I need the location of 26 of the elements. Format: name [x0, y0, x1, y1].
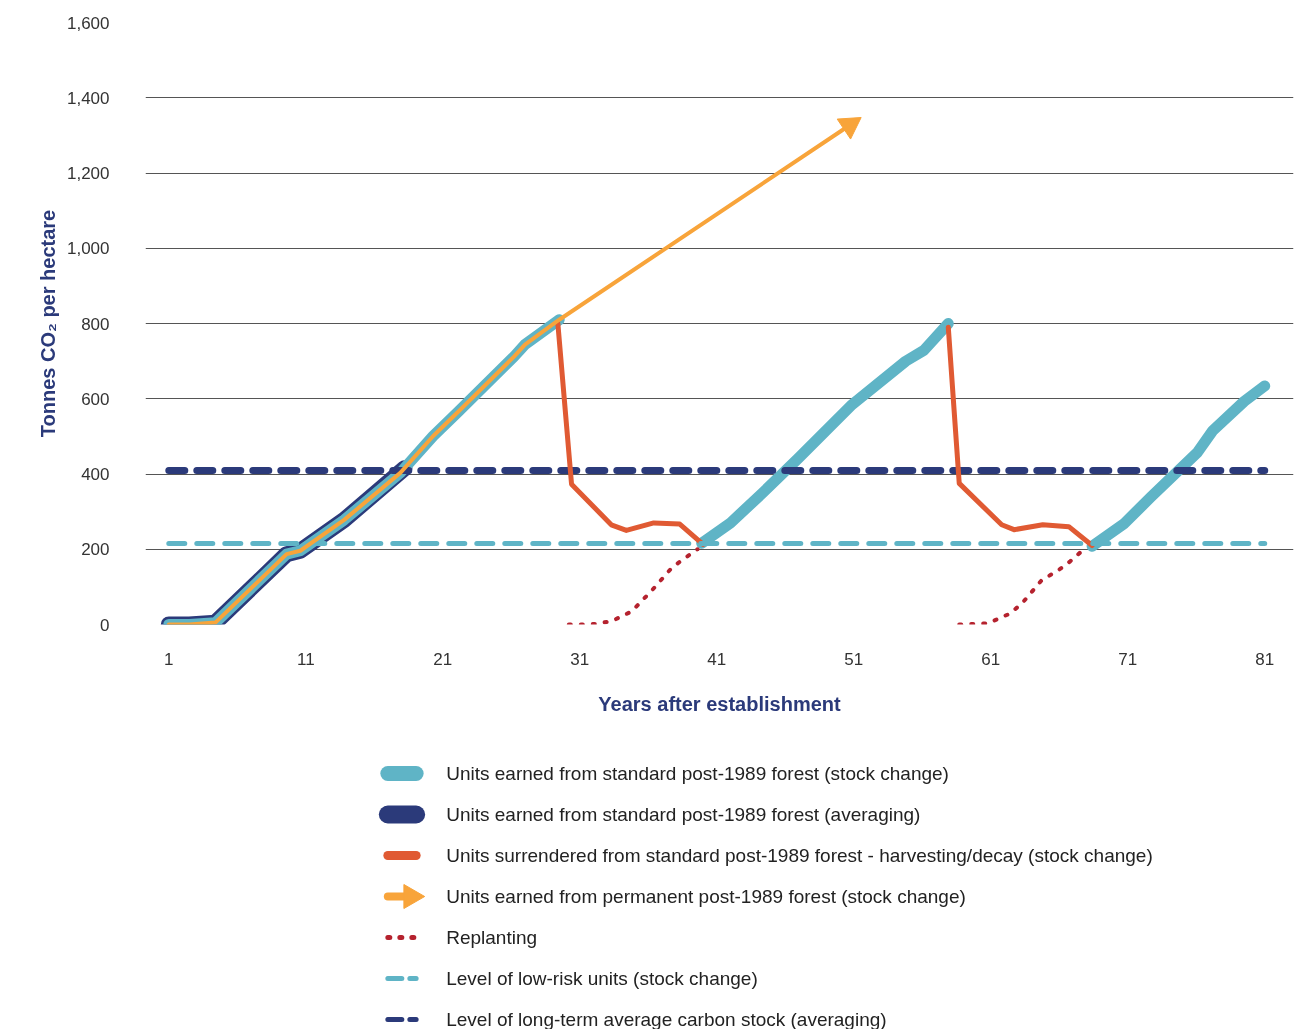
y-tick-label: 0 [100, 615, 110, 635]
x-tick-label: 1 [164, 649, 174, 669]
legend-label: Replanting [446, 927, 538, 948]
x-tick-label: 11 [296, 649, 315, 669]
y-axis-title: Tonnes CO₂ per hectare [36, 209, 59, 438]
x-axis-title: Years after establishment [598, 692, 842, 715]
y-tick-label: 400 [81, 465, 110, 484]
y-tick-label: 1,600 [66, 13, 110, 33]
x-tick-label: 81 [1255, 649, 1275, 669]
y-tick-label: 600 [81, 389, 110, 409]
legend-label: Units surrendered from standard post-1989 forest - harvesting/decay (stock change) [446, 845, 1153, 866]
x-tick-label: 51 [844, 649, 864, 669]
x-tick-label: 21 [433, 649, 453, 669]
legend-label: Level of low-risk units (stock change) [446, 968, 758, 989]
y-tick-label: 1,200 [66, 164, 110, 183]
legend-label: Units earned from standard post-1989 forest (stock change) [446, 763, 949, 784]
y-tick-label: 1,000 [66, 239, 110, 259]
x-tick-label: 61 [981, 649, 1001, 669]
legend-label: Units earned from standard post-1989 forest (averaging) [446, 804, 921, 825]
x-tick-label: 71 [1118, 649, 1138, 669]
x-tick-label: 31 [570, 649, 590, 669]
legend-label: Units earned from permanent post-1989 forest (stock change) [446, 886, 966, 907]
y-tick-label: 1,400 [66, 88, 110, 108]
x-tick-label: 41 [707, 649, 727, 669]
y-tick-label: 800 [81, 314, 110, 334]
y-tick-label: 200 [81, 540, 110, 560]
